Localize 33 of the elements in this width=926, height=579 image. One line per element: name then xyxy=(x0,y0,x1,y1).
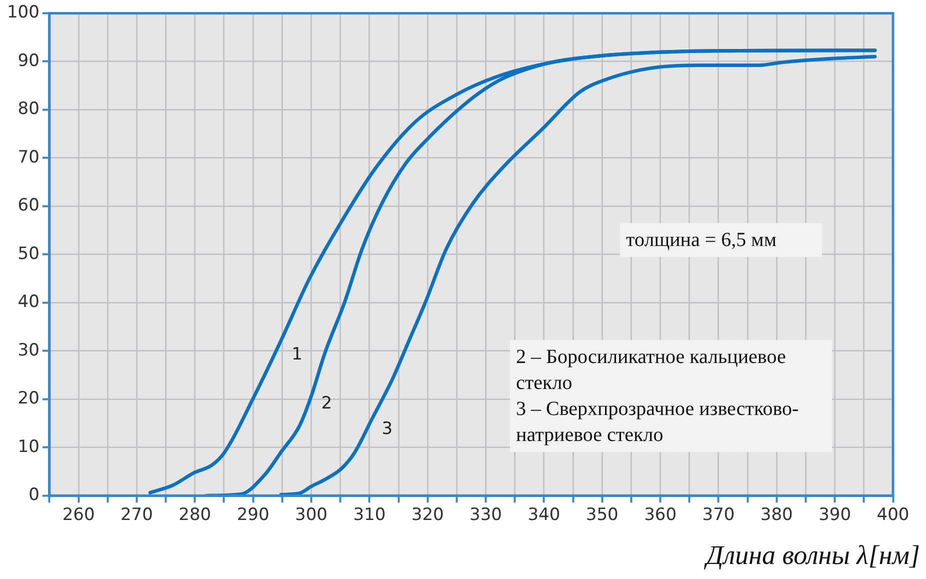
x-tick-label: 280 xyxy=(178,505,212,526)
series-label: 3 xyxy=(382,418,393,439)
y-tick-label: 60 xyxy=(18,196,40,216)
y-tick-label: 50 xyxy=(18,244,40,264)
y-tick-label: 70 xyxy=(18,147,40,168)
x-tick-label: 380 xyxy=(760,505,793,526)
x-tick-label: 330 xyxy=(470,505,502,526)
x-tick-label: 300 xyxy=(295,505,328,526)
y-tick-label: 0 xyxy=(28,485,40,506)
series-label: 1 xyxy=(292,344,302,365)
y-tick-label: 10 xyxy=(18,436,40,457)
x-tick-label: 290 xyxy=(236,505,270,526)
x-tick-label: 370 xyxy=(702,505,735,526)
y-tick-label: 20 xyxy=(18,388,40,409)
x-tick-label: 400 xyxy=(876,505,910,526)
x-tick-label: 320 xyxy=(411,505,444,526)
y-tick-label: 40 xyxy=(18,292,40,312)
annotation: толщина = 6,5 мм xyxy=(620,223,822,257)
x-axis-title: Длина волны λ[нм] xyxy=(706,540,920,571)
x-tick-label: 340 xyxy=(528,505,560,526)
annotation: 2 – Боросиликатное кальциевое стекло xyxy=(516,346,786,394)
x-tick-label: 260 xyxy=(62,505,95,526)
y-tick-label: 30 xyxy=(18,340,40,360)
x-tick-label: 360 xyxy=(644,505,677,526)
x-tick-label: 350 xyxy=(586,505,618,526)
x-tick-label: 270 xyxy=(120,505,153,526)
y-tick-label: 90 xyxy=(18,50,40,71)
x-tick-label: 390 xyxy=(818,505,852,526)
y-tick-label: 80 xyxy=(18,99,40,120)
x-tick-label: 310 xyxy=(353,505,386,526)
series-label: 2 xyxy=(321,394,332,414)
annotation: 3 – Сверхпрозрачное известково-натриевое стекло xyxy=(516,398,799,446)
y-tick-label: 100 xyxy=(6,2,40,23)
